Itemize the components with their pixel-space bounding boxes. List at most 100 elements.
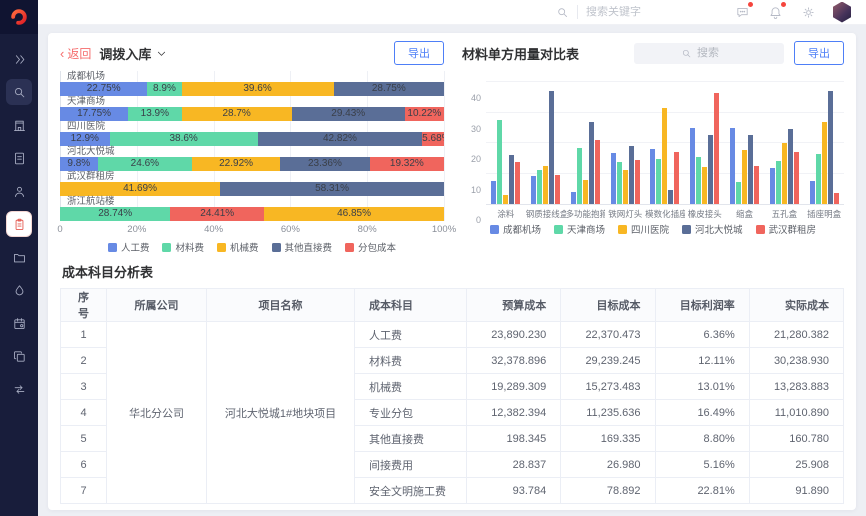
export-button-right[interactable]: 导出: [794, 41, 844, 65]
bar-segment[interactable]: 29.43%: [291, 107, 405, 121]
bar[interactable]: [742, 149, 748, 204]
sidebar-item-documents[interactable]: [6, 343, 32, 369]
app-logo[interactable]: [0, 0, 38, 34]
bar-segment[interactable]: 13.9%: [128, 107, 182, 121]
bar[interactable]: [662, 108, 668, 204]
bar[interactable]: [754, 165, 760, 204]
bar[interactable]: [656, 159, 662, 204]
bar-segment[interactable]: 12.9%: [60, 132, 110, 146]
legend-item[interactable]: 分包成本: [345, 240, 396, 254]
settings-button[interactable]: [799, 3, 817, 21]
sidebar-item-files[interactable]: [6, 244, 32, 270]
bar-segment[interactable]: 8.9%: [147, 82, 182, 96]
sidebar-item-forms[interactable]: [6, 145, 32, 171]
bar-segment[interactable]: 41.69%: [60, 182, 221, 196]
sidebar-item-search[interactable]: [6, 79, 32, 105]
sidebar-item-cost-analysis-active[interactable]: [6, 211, 32, 237]
back-link[interactable]: ‹ 返回: [60, 45, 91, 62]
bar[interactable]: [815, 153, 821, 204]
bar[interactable]: [582, 179, 588, 204]
messages-button[interactable]: [733, 2, 753, 21]
legend-item[interactable]: 成都机场: [489, 222, 541, 236]
bar[interactable]: [594, 140, 600, 204]
bar-segment[interactable]: 28.74%: [60, 207, 171, 221]
bar[interactable]: [555, 175, 561, 204]
bar[interactable]: [793, 151, 799, 204]
bar-segment[interactable]: 22.92%: [192, 157, 281, 171]
legend-item[interactable]: 机械费: [216, 240, 259, 254]
bar[interactable]: [588, 121, 594, 204]
bar[interactable]: [769, 168, 775, 204]
legend-item[interactable]: 材料费: [162, 240, 204, 254]
bar[interactable]: [748, 134, 754, 204]
bar[interactable]: [809, 180, 815, 204]
bar-segment[interactable]: 28.75%: [333, 82, 444, 96]
sidebar-item-transfer[interactable]: [6, 376, 32, 402]
bar[interactable]: [509, 155, 515, 204]
legend-item[interactable]: 人工费: [107, 240, 149, 254]
bar[interactable]: [702, 166, 708, 204]
bar-segment[interactable]: 19.32%: [369, 157, 444, 171]
sidebar-item-materials[interactable]: [6, 277, 32, 303]
bar-segment[interactable]: 5.68%: [422, 132, 444, 146]
sidebar-item-users[interactable]: [6, 178, 32, 204]
bar-segment[interactable]: 46.85%: [264, 207, 444, 221]
legend-item[interactable]: 河北大悦城: [682, 222, 743, 236]
bar[interactable]: [833, 192, 839, 204]
bar[interactable]: [650, 149, 656, 204]
bar[interactable]: [610, 153, 616, 204]
bar[interactable]: [634, 159, 640, 204]
bar[interactable]: [628, 146, 634, 204]
legend-item[interactable]: 武汉群租房: [755, 222, 816, 236]
bar[interactable]: [515, 161, 521, 204]
bar[interactable]: [497, 120, 503, 204]
bar[interactable]: [821, 121, 827, 204]
bar-segment[interactable]: 23.36%: [280, 157, 370, 171]
legend-item[interactable]: 其他直接费: [271, 240, 332, 254]
bar[interactable]: [549, 91, 555, 204]
bar[interactable]: [690, 127, 696, 204]
title-dropdown[interactable]: [156, 48, 167, 59]
bar[interactable]: [736, 182, 742, 204]
sidebar-collapse-button[interactable]: [6, 46, 32, 72]
bar-segment[interactable]: 24.41%: [170, 207, 265, 221]
bar[interactable]: [708, 134, 714, 204]
bar-segment[interactable]: 17.75%: [60, 107, 129, 121]
bar[interactable]: [537, 170, 543, 204]
bar-segment[interactable]: 10.22%: [404, 107, 444, 121]
bar-segment[interactable]: 58.31%: [220, 182, 444, 196]
bar[interactable]: [827, 91, 833, 204]
bar-segment[interactable]: 39.6%: [181, 82, 334, 96]
bar[interactable]: [503, 195, 509, 204]
bar[interactable]: [576, 148, 582, 204]
bar[interactable]: [570, 192, 576, 204]
notifications-button[interactable]: [766, 2, 786, 21]
bar-segment[interactable]: 24.6%: [97, 157, 193, 171]
bar[interactable]: [696, 156, 702, 204]
bar[interactable]: [543, 165, 549, 204]
export-button-left[interactable]: 导出: [394, 41, 444, 65]
bar[interactable]: [775, 161, 781, 204]
legend-item[interactable]: 四川医院: [617, 222, 669, 236]
bar[interactable]: [730, 127, 736, 204]
bar-segment[interactable]: 42.82%: [257, 132, 423, 146]
bar-segment[interactable]: 9.8%: [60, 157, 98, 171]
bar[interactable]: [781, 143, 787, 204]
bar[interactable]: [622, 170, 628, 204]
bar[interactable]: [787, 129, 793, 204]
chart-search-input[interactable]: [697, 47, 737, 59]
bar[interactable]: [491, 181, 497, 204]
bar[interactable]: [668, 189, 674, 204]
topbar-search-input[interactable]: [586, 6, 678, 18]
sidebar-item-organization[interactable]: [6, 112, 32, 138]
bar-segment[interactable]: 22.75%: [60, 82, 148, 96]
bar[interactable]: [616, 161, 622, 204]
user-avatar[interactable]: [833, 1, 851, 23]
bar[interactable]: [674, 152, 680, 204]
legend-item[interactable]: 天津商场: [553, 222, 605, 236]
bar[interactable]: [531, 175, 537, 204]
sidebar-item-schedule[interactable]: [6, 310, 32, 336]
bar-segment[interactable]: 38.6%: [109, 132, 258, 146]
bar[interactable]: [714, 92, 720, 204]
bar-segment[interactable]: 28.7%: [181, 107, 292, 121]
